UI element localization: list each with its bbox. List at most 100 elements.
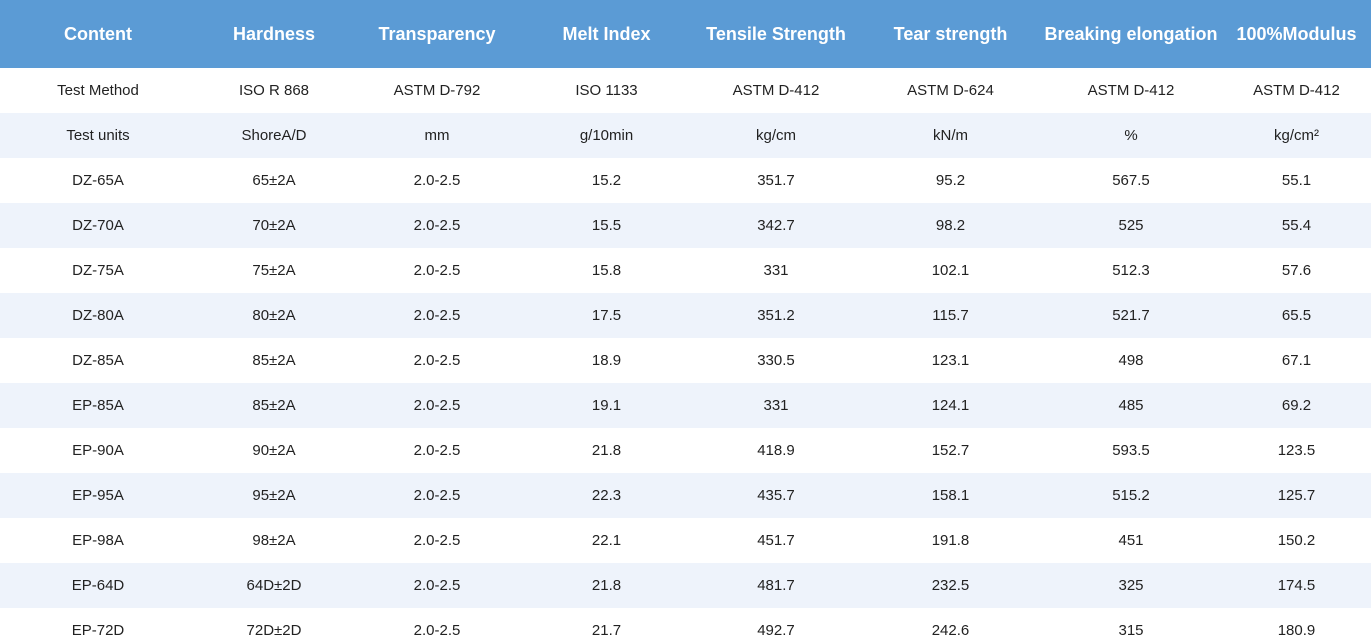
table-cell: 325 (1040, 563, 1222, 608)
table-cell: 158.1 (861, 473, 1040, 518)
table-cell: 180.9 (1277, 622, 1316, 639)
table-cell: 512.3 (1112, 262, 1150, 279)
header-cell: 100%Modulus (1222, 0, 1371, 68)
table-cell: 22.3 (522, 473, 691, 518)
table-cell: 232.5 (861, 563, 1040, 608)
table-cell: EP-90A (72, 442, 124, 459)
table-cell: 69.2 (1222, 383, 1371, 428)
table-row: EP-85A 85±2A 2.0-2.5 19.1 331 124.1 485 69.2 (0, 383, 1371, 428)
table-cell: 451.7 (757, 532, 795, 549)
table-cell: 2.0-2.5 (413, 442, 461, 459)
table-cell: 75±2A (252, 262, 296, 279)
table-cell: 98.2 (861, 203, 1040, 248)
table-cell: 485 (1040, 383, 1222, 428)
header-cell: Hardness (196, 0, 352, 68)
table-cell: Test units (0, 113, 196, 158)
table-row: EP-72D 72D±2D 2.0-2.5 21.7 492.7 242.6 315 180.… (0, 608, 1371, 644)
table-cell: EP-72D (71, 622, 125, 639)
table-row: DZ-85A 85±2A 2.0-2.5 18.9 330.5 123.1 498 67.1 (0, 338, 1371, 383)
table-cell: 451 (1118, 532, 1144, 549)
table-cell: 174.5 (1222, 563, 1371, 608)
table-cell: 315 (1118, 622, 1144, 639)
table-cell: 64D±2D (196, 563, 352, 608)
header-cell: Transparency (352, 0, 522, 68)
table-cell: 85±2A (196, 383, 352, 428)
table-cell: 567.5 (1112, 172, 1150, 189)
table-row: Test Method ISO R 868 ASTM D-792 ISO 1133 AS… (0, 68, 1371, 113)
table-cell: 80±2A (196, 293, 352, 338)
table-cell: 21.8 (522, 563, 691, 608)
table-cell: 15.2 (591, 172, 622, 189)
table-cell: 2.0-2.5 (413, 262, 461, 279)
table-cell: 342.7 (691, 203, 861, 248)
table-cell: 435.7 (691, 473, 861, 518)
table-cell: 418.9 (757, 442, 795, 459)
table-cell: DZ-65A (72, 172, 124, 189)
table-cell: 521.7 (1040, 293, 1222, 338)
table-cell: 351.7 (757, 172, 795, 189)
table-cell: 2.0-2.5 (413, 532, 461, 549)
table-cell: 85±2A (252, 352, 296, 369)
table-cell: ASTM D-624 (907, 82, 994, 99)
table-cell: ASTM D-412 (1253, 82, 1340, 99)
table-cell: 498 (1118, 352, 1144, 369)
table-row: DZ-80A 80±2A 2.0-2.5 17.5 351.2 115.7 521.7 65.… (0, 293, 1371, 338)
table-cell: DZ-80A (0, 293, 196, 338)
table-cell: 15.8 (591, 262, 622, 279)
table-cell: 2.0-2.5 (352, 473, 522, 518)
table-cell: 115.7 (861, 293, 1040, 338)
table-cell: 351.2 (691, 293, 861, 338)
table-row: EP-90A 90±2A 2.0-2.5 21.8 418.9 152.7 593.5 123… (0, 428, 1371, 473)
table-cell: 102.1 (931, 262, 970, 279)
table-cell: 2.0-2.5 (413, 622, 461, 639)
table-cell: 95±2A (196, 473, 352, 518)
table-cell: 2.0-2.5 (413, 352, 461, 369)
table-cell: mm (352, 113, 522, 158)
table-cell: 525 (1040, 203, 1222, 248)
table-cell: DZ-85A (72, 352, 124, 369)
table-cell: 67.1 (1281, 352, 1312, 369)
table-cell: 593.5 (1112, 442, 1150, 459)
table-cell: 2.0-2.5 (413, 172, 461, 189)
table-cell: 125.7 (1222, 473, 1371, 518)
header-cell: Breaking elongation (1040, 0, 1222, 68)
table-row: EP-64D 64D±2D 2.0-2.5 21.8 481.7 232.5 325 174.… (0, 563, 1371, 608)
table-cell: 515.2 (1040, 473, 1222, 518)
table-cell: 152.7 (931, 442, 970, 459)
table-cell: % (1040, 113, 1222, 158)
table-cell: 70±2A (196, 203, 352, 248)
table-cell: 123.5 (1277, 442, 1316, 459)
table-cell: 331 (691, 383, 861, 428)
table-cell: kg/cm² (1222, 113, 1371, 158)
header-row: Content Hardness Transparency Melt Index Ten… (0, 0, 1371, 68)
table-cell: Test Method (57, 82, 139, 99)
table-cell: g/10min (522, 113, 691, 158)
table-body: Test Method ISO R 868 ASTM D-792 ISO 1133 AS… (0, 68, 1371, 644)
table-cell: 2.0-2.5 (352, 203, 522, 248)
table-cell: 150.2 (1277, 532, 1316, 549)
table-row: DZ-70A 70±2A 2.0-2.5 15.5 342.7 98.2 525 55.4 (0, 203, 1371, 248)
table-cell: DZ-75A (72, 262, 124, 279)
table-cell: 95.2 (935, 172, 966, 189)
table-cell: 330.5 (757, 352, 795, 369)
table-cell: ISO R 868 (238, 82, 310, 99)
table-row: Test units ShoreA/D mm g/10min kg/cm kN/m% kg/… (0, 113, 1371, 158)
table-cell: kN/m (861, 113, 1040, 158)
table-cell: 21.7 (591, 622, 622, 639)
table-cell: ASTM D-792 (393, 82, 481, 99)
table-cell: 21.8 (591, 442, 622, 459)
table-cell: 2.0-2.5 (352, 383, 522, 428)
header-cell: Content (0, 0, 196, 68)
table-cell: EP-98A (72, 532, 124, 549)
table-cell: 98±2A (252, 532, 296, 549)
table-cell: 242.6 (931, 622, 970, 639)
table-cell: ISO 1133 (575, 82, 638, 99)
table-cell: 492.7 (757, 622, 795, 639)
table-cell: 191.8 (931, 532, 970, 549)
table-cell: ShoreA/D (196, 113, 352, 158)
table-cell: 19.1 (522, 383, 691, 428)
table-cell: 57.6 (1281, 262, 1312, 279)
table-cell: 55.4 (1222, 203, 1371, 248)
